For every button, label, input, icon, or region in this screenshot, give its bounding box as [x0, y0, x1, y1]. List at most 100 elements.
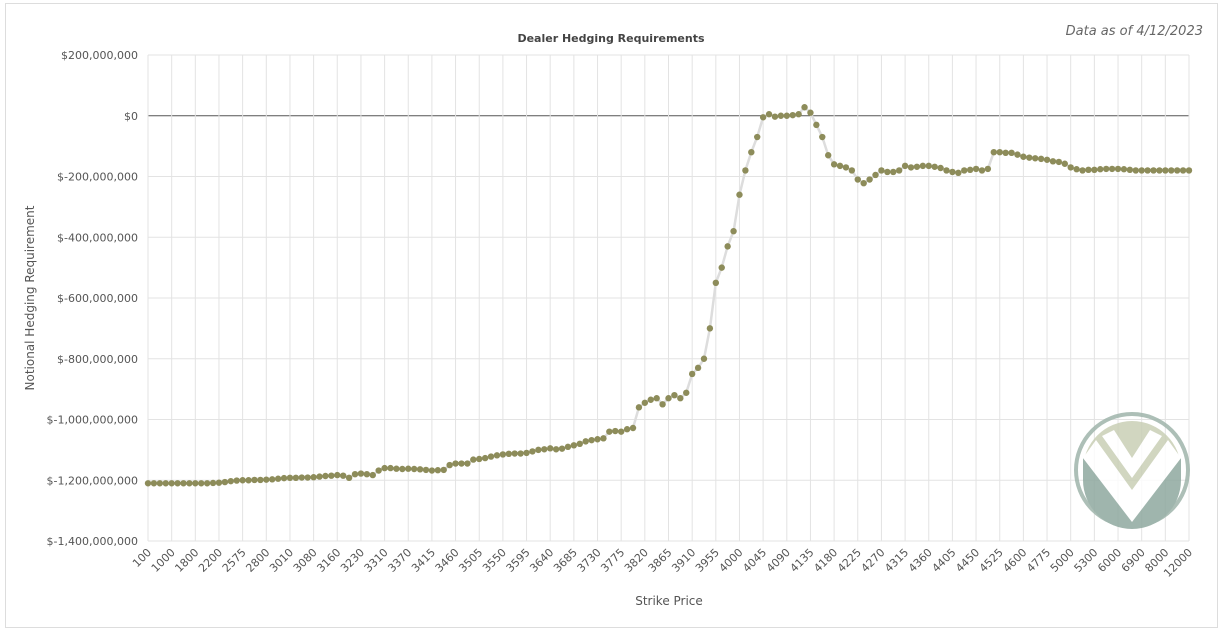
point — [641, 399, 649, 406]
point — [257, 476, 264, 484]
point — [943, 167, 950, 174]
point — [357, 470, 365, 477]
point — [422, 466, 430, 474]
point — [487, 453, 495, 460]
point — [298, 474, 305, 481]
point — [1173, 167, 1181, 174]
point — [1179, 167, 1187, 174]
point — [375, 467, 382, 474]
point — [576, 440, 583, 447]
y-tick-label: $-1,200,000,000 — [47, 474, 138, 487]
point — [416, 466, 424, 473]
point — [937, 164, 944, 172]
point — [274, 475, 282, 482]
point — [209, 479, 217, 487]
y-tick-label: $200,000,000 — [61, 49, 138, 62]
point — [1061, 160, 1068, 167]
point — [269, 476, 276, 483]
point — [890, 168, 897, 176]
point — [393, 465, 400, 472]
point — [795, 111, 802, 118]
point — [564, 443, 572, 451]
point — [1032, 155, 1039, 162]
point — [700, 355, 708, 362]
point — [801, 104, 808, 111]
point — [334, 471, 341, 479]
point — [399, 465, 406, 473]
point — [511, 450, 518, 457]
point — [316, 473, 323, 480]
point — [606, 428, 613, 435]
point — [653, 395, 660, 402]
point — [233, 477, 240, 484]
point — [180, 480, 187, 487]
y-tick-label: $-800,000,000 — [57, 353, 138, 366]
point — [499, 451, 507, 458]
point — [263, 476, 270, 483]
point — [783, 112, 790, 119]
point — [156, 480, 164, 487]
point — [925, 162, 932, 170]
point — [476, 455, 483, 463]
point — [1008, 149, 1015, 157]
point — [996, 149, 1003, 156]
point — [1168, 167, 1175, 174]
point — [1067, 164, 1074, 171]
point — [848, 167, 856, 174]
point — [706, 325, 714, 332]
point — [966, 166, 974, 174]
point — [369, 471, 376, 479]
point — [623, 426, 631, 433]
point — [907, 164, 915, 171]
point — [1150, 167, 1157, 174]
point — [961, 167, 968, 174]
point — [617, 428, 625, 435]
point — [322, 472, 329, 480]
point — [552, 446, 560, 453]
point — [990, 149, 998, 156]
point — [1085, 166, 1092, 174]
point — [458, 460, 465, 467]
point — [286, 474, 294, 482]
point — [1020, 153, 1027, 160]
point — [405, 465, 412, 472]
point — [955, 169, 962, 177]
point — [813, 121, 820, 129]
point — [304, 474, 311, 481]
point — [428, 467, 436, 474]
point — [824, 152, 832, 159]
point — [192, 480, 199, 487]
point — [1079, 167, 1086, 174]
point — [884, 168, 891, 176]
point — [677, 395, 684, 402]
point — [1102, 165, 1110, 173]
point — [328, 472, 335, 479]
point — [866, 176, 873, 183]
point — [1108, 165, 1116, 173]
point — [842, 164, 850, 171]
point — [984, 165, 992, 173]
point — [464, 460, 471, 467]
point — [547, 445, 554, 452]
point — [730, 227, 737, 235]
point — [819, 133, 826, 141]
point — [523, 449, 530, 457]
point — [777, 112, 785, 119]
point — [493, 452, 501, 459]
grid: $200,000,000 $0 $-200,000,000 $-400,000,000… — [47, 49, 1196, 580]
point — [1185, 167, 1193, 174]
y-axis-label: Notional Hedging Requirement — [23, 205, 37, 390]
point — [434, 467, 442, 474]
point — [718, 264, 725, 271]
point — [446, 461, 453, 469]
y-tick-label: $-400,000,000 — [57, 231, 138, 244]
marks — [144, 104, 1193, 487]
point — [1156, 167, 1163, 174]
point — [1138, 167, 1145, 174]
point — [949, 168, 956, 176]
point — [771, 113, 779, 120]
point — [872, 171, 879, 179]
chart-title: Dealer Hedging Requirements — [517, 32, 705, 45]
point — [1120, 166, 1128, 173]
subtitle: Data as of 4/12/2023 — [1066, 24, 1203, 39]
